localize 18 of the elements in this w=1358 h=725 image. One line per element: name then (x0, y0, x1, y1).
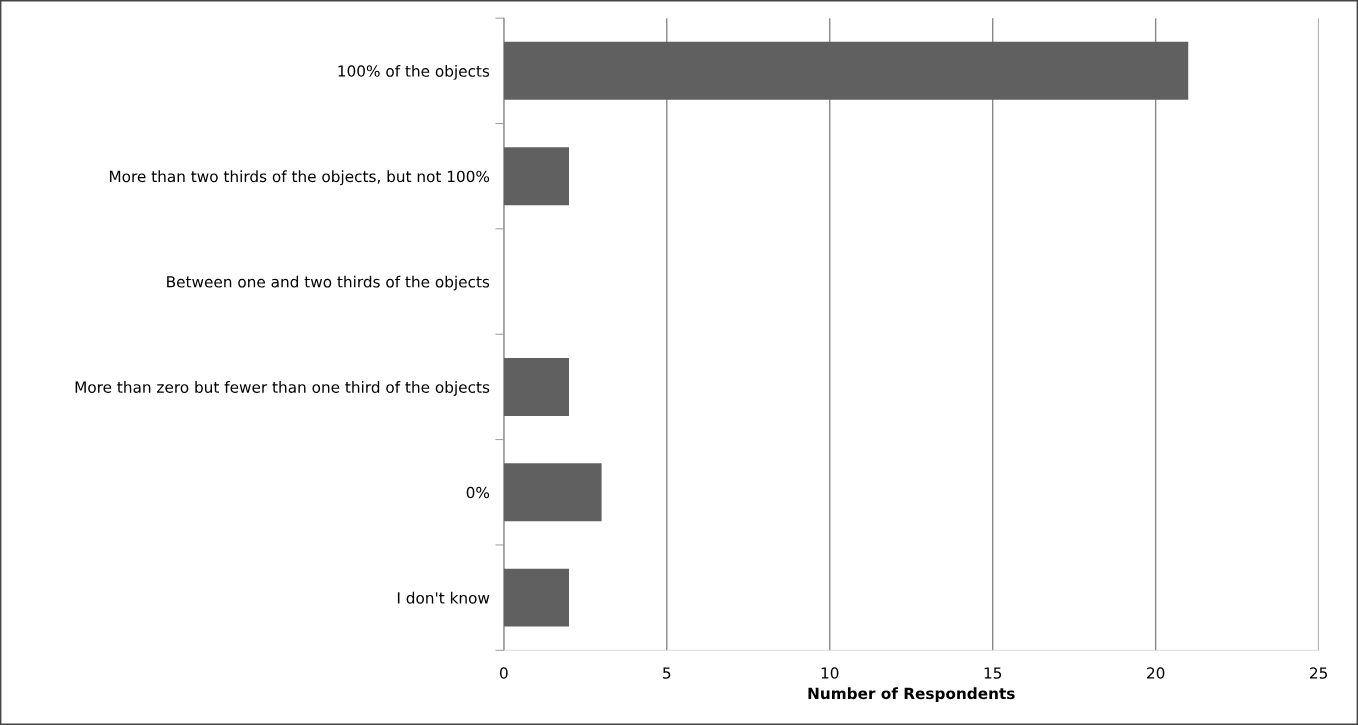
bar (503, 147, 569, 206)
x-tick-label: 5 (663, 667, 671, 679)
x-tick-label: 15 (984, 667, 1002, 679)
y-tick-label: 0% (466, 486, 490, 499)
y-tick-label: Between one and two thirds of the objects (167, 275, 490, 291)
bar (503, 463, 602, 522)
y-tick-label: More than two thirds of the objects, but not 100% (109, 170, 490, 186)
bar (503, 568, 569, 627)
bar (503, 357, 569, 416)
x-axis-title: Number of Respondents (808, 687, 1015, 703)
x-tick-label: 20 (1147, 667, 1165, 679)
y-tick-label: 100% of the objects (338, 65, 490, 80)
x-tick-label: 10 (821, 667, 839, 679)
y-tick-label: More than zero but fewer than one third of the objects (75, 381, 490, 396)
x-tick-label: 0 (499, 667, 508, 679)
x-tick-label: 25 (1310, 667, 1327, 679)
y-tick-label: I don't know (397, 591, 490, 604)
bar (503, 41, 1189, 100)
